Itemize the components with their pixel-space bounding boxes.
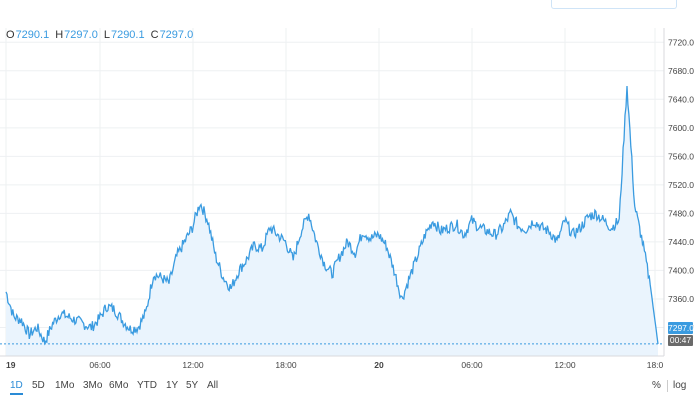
last-price-tag: 7297.0	[668, 322, 694, 334]
x-tick-label: 06:00	[89, 360, 111, 370]
x-tick-label: 12:00	[554, 360, 576, 370]
timeframe-1y[interactable]: 1Y	[166, 380, 179, 391]
y-tick-label: 7680.0	[668, 66, 694, 76]
ohlc-legend: O7290.1 H7297.0 L7290.1 C7297.0	[6, 29, 193, 41]
toolbar-separator	[667, 380, 668, 392]
y-tick-label: 7480.0	[668, 208, 694, 218]
timeframe-5y[interactable]: 5Y	[186, 380, 199, 391]
price-area-fill	[6, 86, 658, 356]
percent-scale-toggle[interactable]: %	[652, 380, 661, 391]
time-axis[interactable]: 19 06:00 12:00 18:00 20 06:00 12:00 18:0	[6, 360, 664, 370]
log-scale-toggle[interactable]: log	[673, 380, 687, 391]
y-tick-label: 7360.0	[668, 294, 694, 304]
timeframe-6mo[interactable]: 6Mo	[109, 380, 129, 391]
x-tick-label: 18:0	[647, 360, 664, 370]
low-value: L7290.1	[103, 29, 145, 41]
y-tick-label: 7400.0	[668, 265, 694, 275]
price-axis[interactable]: 7320.07360.07400.07440.07480.07520.07560…	[668, 37, 694, 332]
open-value: O7290.1	[6, 29, 50, 41]
x-tick-label: 20	[374, 360, 384, 370]
timeframe-3mo[interactable]: 3Mo	[83, 380, 103, 391]
x-tick-label: 19	[6, 360, 16, 370]
bar-countdown-tag: 00:47	[668, 335, 693, 346]
x-tick-label: 18:00	[275, 360, 297, 370]
timeframe-ytd[interactable]: YTD	[137, 380, 157, 391]
timeframe-all[interactable]: All	[207, 380, 219, 391]
timeframe-1d[interactable]: 1D	[10, 380, 23, 395]
close-value: C7297.0	[150, 29, 194, 41]
y-tick-label: 7600.0	[668, 123, 694, 133]
y-tick-label: 7720.0	[668, 37, 694, 47]
high-value: H7297.0	[55, 29, 98, 41]
y-tick-label: 7560.0	[668, 151, 694, 161]
y-tick-label: 7520.0	[668, 180, 694, 190]
price-line	[5, 85, 659, 346]
timeframe-5d[interactable]: 5D	[32, 380, 45, 391]
top-toolbar-button[interactable]	[551, 0, 677, 9]
x-tick-label: 06:00	[461, 360, 483, 370]
bottom-toolbar: 1D 5D 1Mo 3Mo 6Mo YTD 1Y 5Y All % log	[0, 372, 696, 401]
x-tick-label: 12:00	[182, 360, 204, 370]
y-tick-label: 7440.0	[668, 237, 694, 247]
timeframe-1mo[interactable]: 1Mo	[55, 380, 75, 391]
y-tick-label: 7640.0	[668, 94, 694, 104]
